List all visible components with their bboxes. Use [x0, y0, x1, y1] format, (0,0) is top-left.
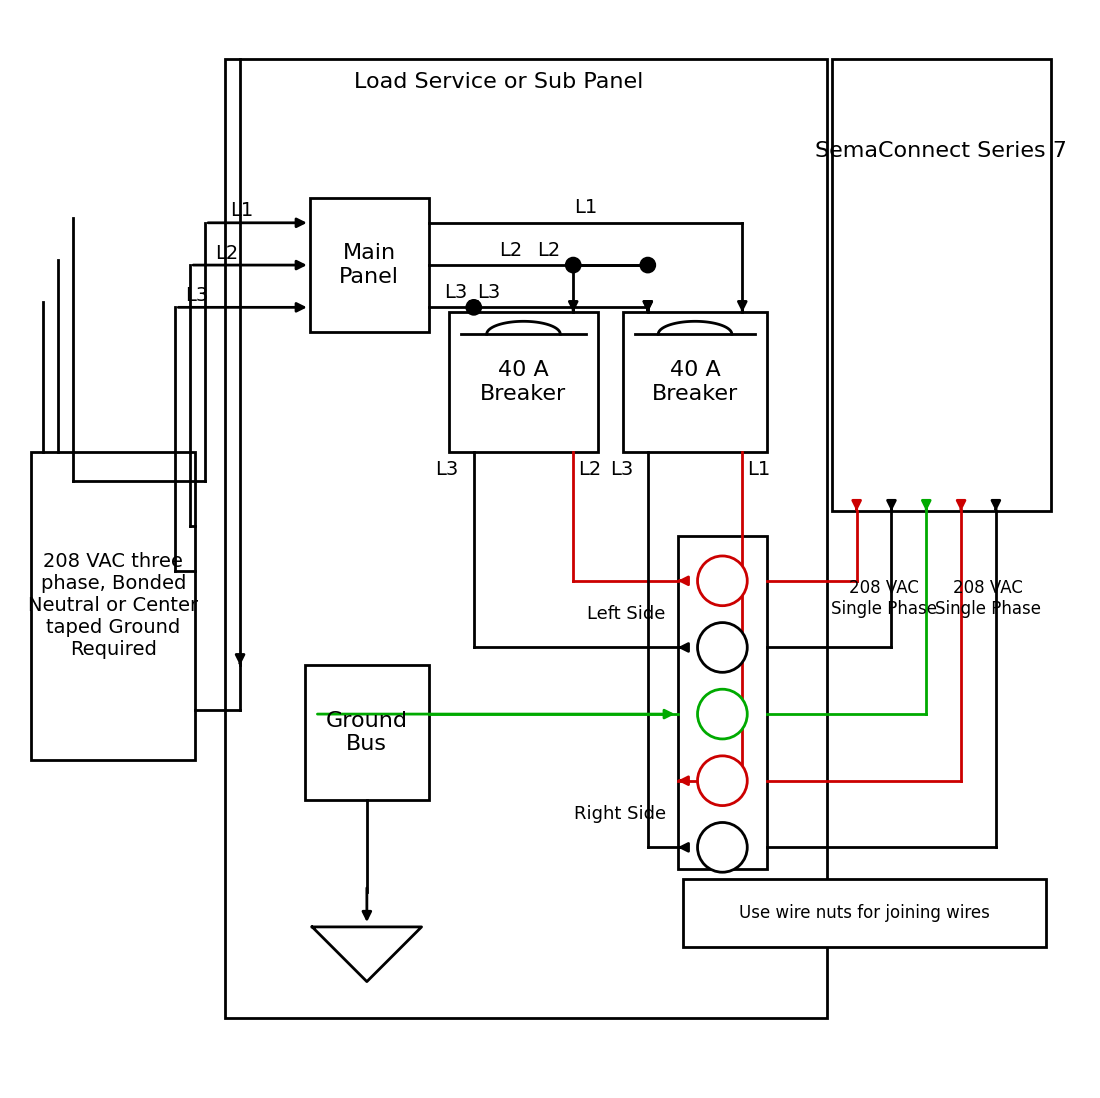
- Bar: [310, 198, 429, 333]
- Text: 208 VAC
Single Phase: 208 VAC Single Phase: [935, 580, 1042, 618]
- Text: L2: L2: [216, 244, 239, 262]
- Circle shape: [697, 755, 747, 806]
- Bar: [449, 312, 598, 451]
- Text: Load Service or Sub Panel: Load Service or Sub Panel: [354, 71, 644, 91]
- Text: L3: L3: [444, 283, 468, 302]
- Circle shape: [641, 258, 654, 272]
- Circle shape: [466, 301, 481, 314]
- Bar: [683, 879, 1046, 946]
- Bar: [623, 312, 767, 451]
- Text: 40 A
Breaker: 40 A Breaker: [652, 360, 738, 404]
- Text: L2: L2: [579, 460, 602, 479]
- Text: L3: L3: [436, 460, 459, 479]
- Text: L3: L3: [186, 285, 209, 305]
- Text: Ground
Bus: Ground Bus: [326, 710, 408, 754]
- Circle shape: [697, 690, 747, 739]
- Circle shape: [697, 623, 747, 672]
- Text: Use wire nuts for joining wires: Use wire nuts for joining wires: [739, 904, 990, 922]
- Text: L2: L2: [499, 240, 522, 259]
- Text: SemaConnect Series 7: SemaConnect Series 7: [815, 142, 1067, 161]
- Text: L3: L3: [609, 460, 632, 479]
- Text: Right Side: Right Side: [573, 805, 666, 824]
- Bar: [226, 58, 827, 1019]
- Bar: [31, 451, 196, 760]
- Text: 208 VAC
Single Phase: 208 VAC Single Phase: [830, 580, 937, 618]
- Text: 208 VAC three
phase, Bonded
Neutral or Center
taped Ground
Required: 208 VAC three phase, Bonded Neutral or C…: [29, 552, 198, 659]
- Bar: [305, 665, 429, 799]
- Bar: [832, 58, 1050, 512]
- Text: L2: L2: [537, 240, 560, 259]
- Circle shape: [566, 258, 580, 272]
- Text: Main
Panel: Main Panel: [339, 244, 399, 287]
- Circle shape: [697, 822, 747, 872]
- Text: L1: L1: [747, 460, 770, 479]
- Text: Left Side: Left Side: [587, 605, 665, 624]
- Bar: [678, 536, 767, 870]
- Text: 40 A
Breaker: 40 A Breaker: [481, 360, 566, 404]
- Text: L1: L1: [574, 199, 597, 217]
- Text: L1: L1: [230, 201, 253, 221]
- Circle shape: [697, 556, 747, 606]
- Text: L3: L3: [477, 283, 500, 302]
